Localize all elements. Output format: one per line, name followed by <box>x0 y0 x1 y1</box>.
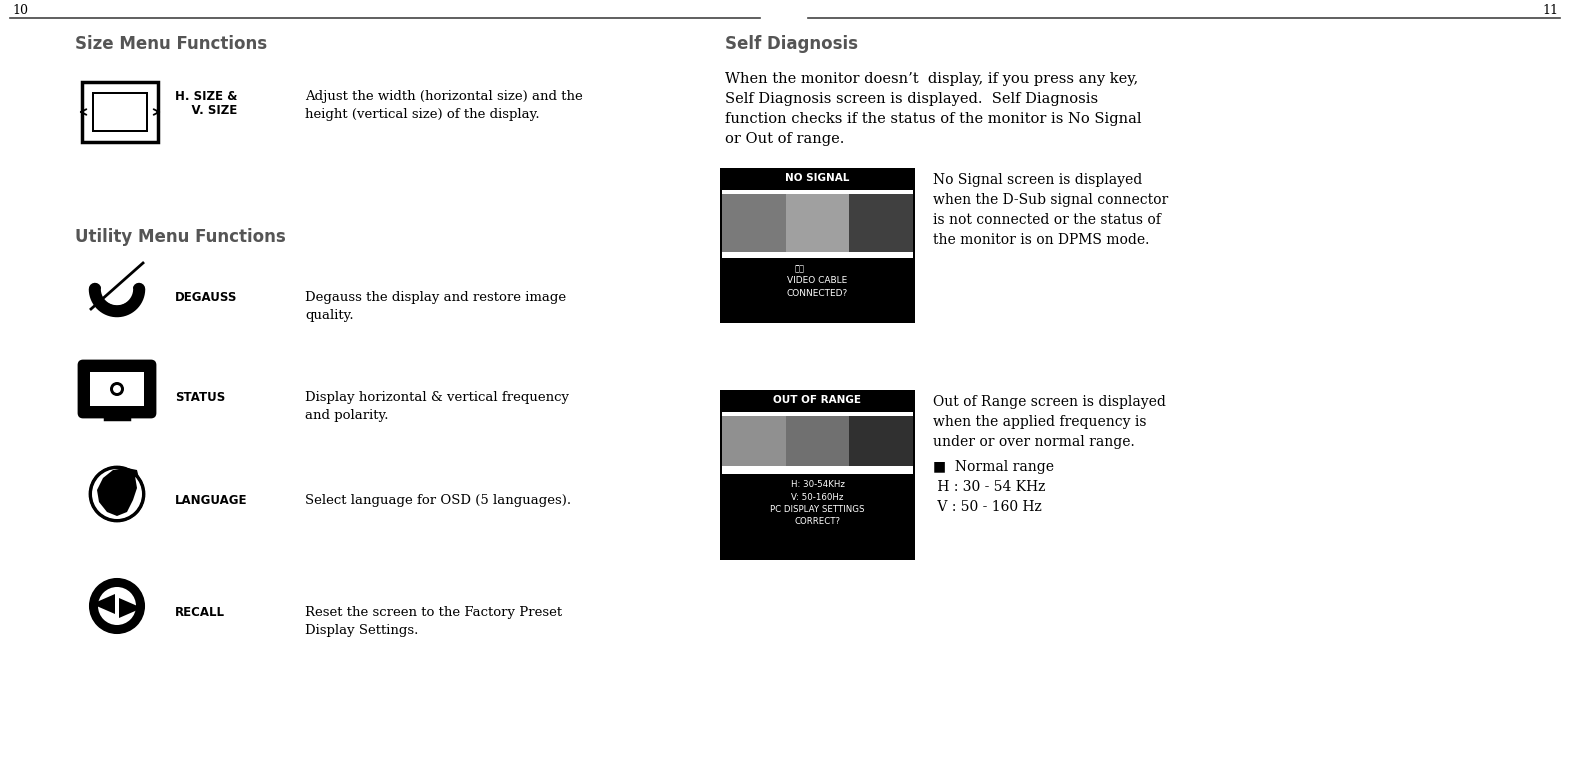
Text: Size Menu Functions: Size Menu Functions <box>75 35 267 53</box>
Bar <box>720 259 914 323</box>
Bar <box>90 372 145 406</box>
Text: RECALL: RECALL <box>174 606 225 619</box>
Text: ⌗̅⌒: ⌗̅⌒ <box>795 265 804 273</box>
Text: V. SIZE: V. SIZE <box>174 104 237 117</box>
Bar <box>723 412 913 474</box>
Text: STATUS: STATUS <box>174 391 225 404</box>
Bar <box>850 194 913 252</box>
Bar <box>786 416 850 466</box>
Circle shape <box>90 579 145 633</box>
Text: No Signal screen is displayed
when the D-Sub signal connector
is not connected o: No Signal screen is displayed when the D… <box>933 173 1169 247</box>
Text: Display horizontal & vertical frequency
and polarity.: Display horizontal & vertical frequency … <box>305 391 569 422</box>
Text: Self Diagnosis: Self Diagnosis <box>724 35 858 53</box>
Bar <box>723 416 786 466</box>
Bar <box>82 82 159 142</box>
Text: OUT OF RANGE: OUT OF RANGE <box>773 395 861 405</box>
Text: 10: 10 <box>13 4 28 17</box>
Polygon shape <box>119 598 141 618</box>
Bar <box>850 416 913 466</box>
Text: H. SIZE &: H. SIZE & <box>174 90 237 103</box>
Text: When the monitor doesn’t  display, if you press any key,
Self Diagnosis screen i: When the monitor doesn’t display, if you… <box>724 72 1142 146</box>
Bar <box>720 168 914 323</box>
Text: 11: 11 <box>1543 4 1558 17</box>
FancyBboxPatch shape <box>79 361 156 417</box>
Bar <box>786 194 850 252</box>
Text: NO SIGNAL: NO SIGNAL <box>786 173 850 183</box>
Text: LANGUAGE: LANGUAGE <box>174 494 248 507</box>
Text: ■  Normal range
 H : 30 - 54 KHz
 V : 50 - 160 Hz: ■ Normal range H : 30 - 54 KHz V : 50 - … <box>933 460 1054 514</box>
Bar <box>720 475 914 560</box>
Circle shape <box>97 587 137 625</box>
Text: VIDEO CABLE
CONNECTED?: VIDEO CABLE CONNECTED? <box>787 276 848 297</box>
Polygon shape <box>127 468 138 478</box>
Bar <box>94 94 146 130</box>
Text: DEGAUSS: DEGAUSS <box>174 291 237 304</box>
Text: Adjust the width (horizontal size) and the
height (vertical size) of the display: Adjust the width (horizontal size) and t… <box>305 90 583 121</box>
Text: Reset the screen to the Factory Preset
Display Settings.: Reset the screen to the Factory Preset D… <box>305 606 562 637</box>
Circle shape <box>113 385 121 393</box>
Bar <box>720 390 914 560</box>
Bar <box>723 194 786 252</box>
Polygon shape <box>97 468 137 516</box>
Text: H: 30-54KHz
V: 50-160Hz
PC DISPLAY SETTINGS
CORRECT?: H: 30-54KHz V: 50-160Hz PC DISPLAY SETTI… <box>770 480 864 527</box>
Circle shape <box>93 469 141 519</box>
Bar <box>723 190 913 258</box>
Circle shape <box>90 467 145 521</box>
Bar <box>129 289 138 305</box>
Text: Out of Range screen is displayed
when the applied frequency is
under or over nor: Out of Range screen is displayed when th… <box>933 395 1166 449</box>
Circle shape <box>110 382 124 396</box>
Polygon shape <box>93 594 115 614</box>
Bar <box>93 92 148 132</box>
Text: Degauss the display and restore image
quality.: Degauss the display and restore image qu… <box>305 291 566 322</box>
Bar <box>94 289 105 305</box>
Text: Select language for OSD (5 languages).: Select language for OSD (5 languages). <box>305 494 572 507</box>
Text: Utility Menu Functions: Utility Menu Functions <box>75 228 286 246</box>
